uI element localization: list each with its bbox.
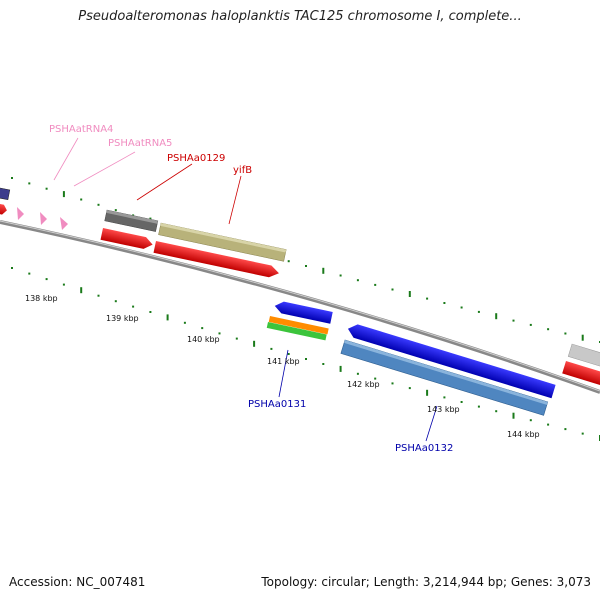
red-gene-1[interactable] [100, 228, 154, 251]
gray-gene[interactable] [104, 209, 159, 232]
scale-tick-major [62, 191, 65, 198]
blue-gene-small[interactable] [274, 300, 333, 324]
scale-tick-major [581, 334, 584, 341]
scale-tick-minor [149, 311, 152, 313]
trna-marker-2[interactable] [40, 212, 47, 225]
scale-tick-minor [460, 306, 463, 309]
red-gene-left[interactable] [0, 203, 8, 215]
scale-tick-minor [529, 323, 532, 326]
scale-tick-minor [97, 294, 100, 297]
scale-tick-minor [374, 377, 377, 380]
chromosome-backbone [0, 220, 600, 394]
scale-tick-minor [80, 198, 83, 201]
scale-tick-minor [305, 265, 307, 267]
scale-tick-minor [287, 260, 290, 263]
topology-summary: Topology: circular; Length: 3,214,944 bp… [261, 575, 591, 589]
scale-tick-major [408, 291, 411, 297]
scale-tick-minor [443, 302, 446, 304]
scale-tick-major [339, 365, 342, 372]
yifb-gene[interactable] [158, 222, 287, 262]
scale-tick-minor [374, 283, 377, 286]
scale-tick-minor [443, 396, 446, 399]
scale-tick-minor [183, 321, 186, 324]
blue-gene-long[interactable] [346, 322, 556, 399]
trna-marker-1[interactable] [17, 207, 24, 220]
label-a0132[interactable]: PSHAa0132 [395, 443, 453, 454]
scale-tick-major [512, 412, 515, 419]
trna-arrows [17, 207, 68, 230]
orange-gene[interactable] [268, 316, 329, 335]
scale-tick-minor [62, 283, 65, 286]
scale-tick-minor [11, 177, 13, 179]
scale-tick-minor [11, 267, 13, 269]
callouts [53, 137, 438, 442]
scale-tick-minor [581, 432, 584, 435]
steel-gene[interactable] [340, 339, 549, 416]
chromosome-backbone-highlight [0, 220, 600, 392]
scale-tick-minor [28, 182, 31, 185]
scale-tick-minor [477, 405, 480, 408]
trna-marker-3[interactable] [60, 217, 68, 230]
label-yifb[interactable]: yifB [233, 165, 252, 176]
scale-tick-major [166, 314, 169, 321]
scale-tick-minor [547, 423, 550, 426]
scale-tick-minor [547, 328, 550, 331]
scale-tick-minor [356, 372, 359, 375]
tick-label-143: 143 kbp [427, 405, 460, 414]
scale-tick-minor [356, 279, 359, 282]
scale-tick-minor [564, 428, 567, 431]
scale-tick-minor [97, 203, 100, 206]
label-trna4[interactable]: PSHAatRNA4 [49, 124, 113, 135]
label-a0131[interactable]: PSHAa0131 [248, 399, 306, 410]
scale-tick-minor [201, 327, 204, 330]
scale-tick-minor [45, 278, 48, 281]
reverse-strand-dots [11, 267, 600, 441]
scale-tick-minor [495, 410, 498, 413]
scale-tick-minor [477, 310, 480, 313]
accession-text: Accession: NC_007481 [9, 575, 146, 589]
tick-label-144: 144 kbp [507, 430, 540, 439]
scale-tick-minor [426, 297, 429, 300]
tick-label-139: 139 kbp [106, 314, 139, 323]
forward-strand-dots [11, 177, 600, 343]
tick-label-140: 140 kbp [187, 335, 220, 344]
scale-tick-minor [287, 353, 290, 355]
tick-label-138: 138 kbp [25, 294, 58, 303]
scale-tick-minor [512, 319, 515, 322]
scale-tick-minor [235, 337, 238, 340]
label-a0129[interactable]: PSHAa0129 [167, 153, 225, 164]
scale-tick-major [322, 267, 325, 274]
scale-tick-minor [218, 332, 221, 335]
scale-tick-major [495, 313, 498, 320]
scale-tick-minor [114, 209, 117, 212]
scale-tick-minor [114, 300, 117, 303]
scale-tick-minor [408, 387, 411, 390]
scale-tick-major [80, 287, 83, 294]
scale-tick-minor [391, 288, 394, 291]
scale-tick-minor [529, 419, 532, 422]
scale-tick-minor [45, 187, 48, 190]
label-trna5[interactable]: PSHAatRNA5 [108, 138, 172, 149]
scale-tick-minor [270, 347, 273, 350]
navy-gene-left[interactable] [0, 186, 11, 201]
red-gene-right[interactable] [562, 361, 600, 386]
green-gene[interactable] [266, 322, 327, 341]
red-gene-2[interactable] [153, 241, 281, 279]
scale-tick-major [426, 389, 429, 396]
scale-tick-minor [305, 358, 307, 360]
tick-label-141: 141 kbp [267, 357, 300, 366]
map-title: Pseudoalteromonas haloplanktis TAC125 ch… [78, 9, 522, 24]
tick-label-142: 142 kbp [347, 380, 380, 389]
scale-tick-minor [391, 382, 394, 385]
scale-tick-minor [322, 363, 325, 365]
scale-tick-minor [460, 401, 463, 403]
scale-tick-minor [28, 272, 31, 275]
scale-tick-minor [339, 274, 342, 277]
scale-tick-major [253, 340, 256, 347]
scale-tick-minor [132, 305, 135, 308]
scale-tick-minor [564, 332, 567, 335]
